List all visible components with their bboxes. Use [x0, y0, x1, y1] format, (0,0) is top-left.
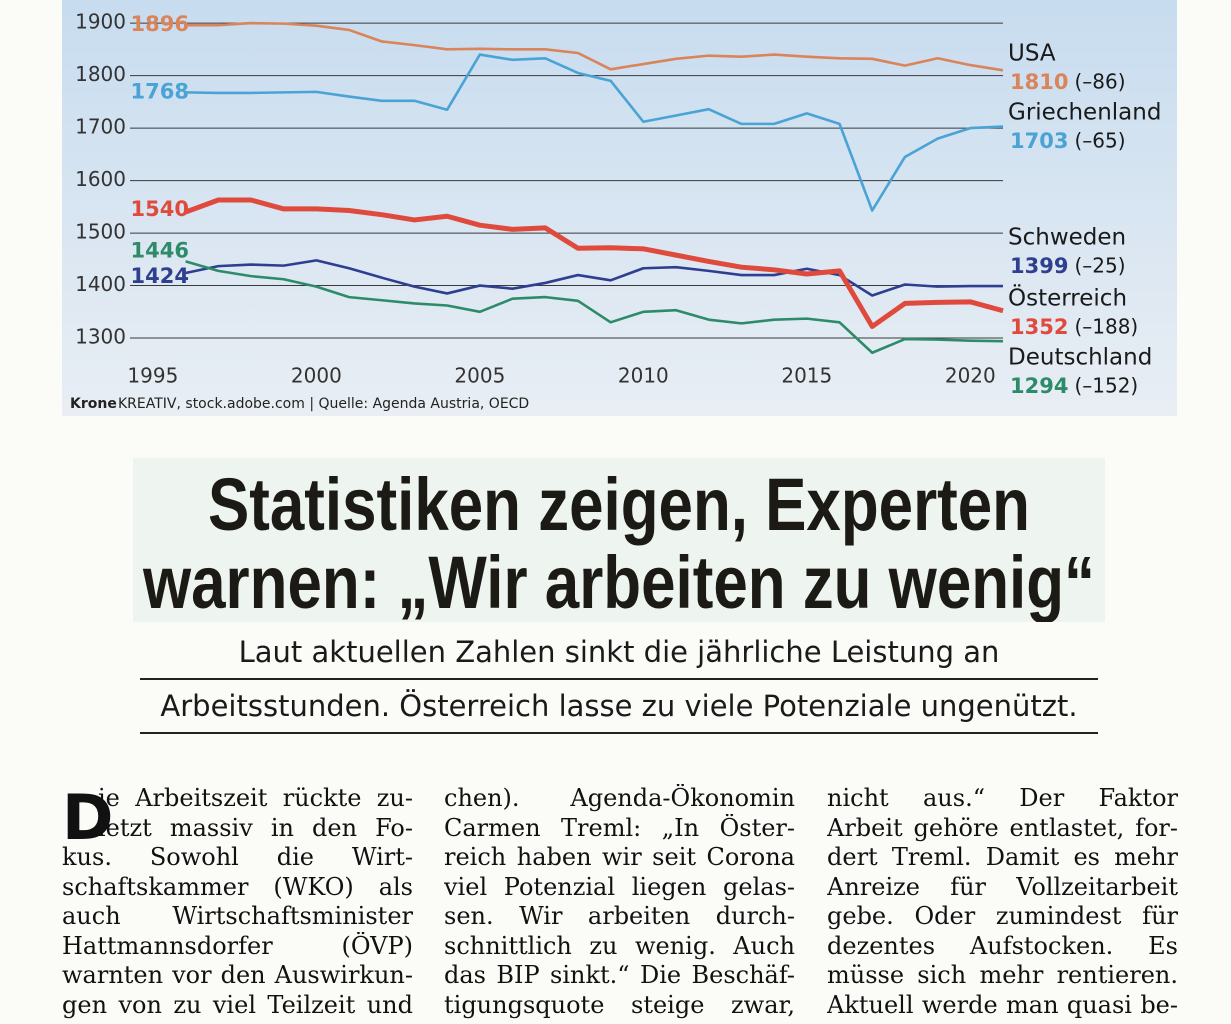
x-tick-label: 2000 — [291, 364, 342, 388]
y-tick-label: 1500 — [75, 220, 126, 244]
series-line — [185, 21, 1004, 72]
change-label: (–86) — [1074, 70, 1125, 94]
text-line: gen von zu viel Teilzeit und — [62, 990, 413, 1019]
text-line: nicht aus.“ Der Faktor — [827, 784, 1178, 812]
chart: Krone KREATIV, stock.adobe.com | Quelle:… — [62, 0, 1177, 416]
y-tick-label: 1800 — [75, 62, 126, 86]
y-tick-label: 1600 — [75, 167, 126, 191]
legend-name: Schweden — [1008, 225, 1126, 251]
text-line: Arbeit gehöre entlastet, for- — [827, 813, 1178, 842]
x-tick-label: 2015 — [781, 364, 832, 388]
legend-name: Griechenland — [1008, 100, 1161, 126]
text-line: Anreize für Vollzeitarbeit — [827, 872, 1178, 901]
text-line: schaftskammer (WKO) als — [62, 872, 413, 901]
y-tick-label: 1400 — [75, 272, 126, 296]
text-line: schnittlich zu wenig. Auch — [444, 931, 795, 960]
headline: Statistiken zeigen, Experten warnen: „Wi… — [142, 463, 1095, 622]
source: KREATIV, stock.adobe.com | Quelle: Agend… — [118, 396, 529, 412]
y-tick-label: 1300 — [75, 325, 126, 349]
text-line: chen). Agenda-Ökonomin — [444, 784, 795, 812]
legend-name: USA — [1008, 41, 1056, 67]
text-line: warnten vor den Auswirkun- — [62, 961, 413, 989]
text-line: tigungsquote steige zwar, — [444, 990, 795, 1019]
y-tick-label: 1900 — [75, 10, 126, 34]
change-label: (–152) — [1074, 374, 1138, 398]
headline-line: warnen: „Wir arbeiten zu wenig“ — [142, 541, 1095, 622]
series-line — [185, 260, 1004, 355]
text-line: viel Potenzial liegen gelas- — [444, 872, 795, 901]
text-line: Carmen Treml: „In Öster- — [444, 813, 795, 842]
headline-box: Statistiken zeigen, Experten warnen: „Wi… — [133, 458, 1105, 622]
end-value-label: 1703 — [1010, 129, 1068, 153]
subtitle-line: Arbeitsstunden. Österreich lasse zu viel… — [140, 684, 1098, 734]
x-tick-label: 2010 — [618, 364, 669, 388]
text-line: Hattmannsdorfer (ÖVP) — [62, 931, 413, 960]
end-value-label: 1810 — [1010, 70, 1068, 94]
column: chen). Agenda-Ökonomin Carmen Treml: „In … — [444, 784, 795, 1020]
text-line: dert Treml. Damit es mehr — [827, 843, 1178, 871]
text-line: das BIP sinkt.“ Die Beschäf- — [444, 961, 795, 989]
column: nicht aus.“ Der Faktor Arbeit gehöre entl… — [827, 784, 1178, 1020]
text-line: dezentes Aufstocken. Es — [827, 931, 1178, 960]
subtitle-line: Laut aktuellen Zahlen sinkt die jährlich… — [140, 630, 1098, 680]
column: D ie Arbeitszeit rückte zu-letzt massiv … — [62, 784, 413, 1020]
text-line: müsse sich mehr rentieren. — [827, 961, 1178, 989]
headline-line: Statistiken zeigen, Experten — [208, 463, 1030, 546]
text-line: gebe. Oder zumindest für — [827, 902, 1178, 930]
start-value-label: 1896 — [131, 12, 189, 36]
series-line — [184, 197, 1004, 330]
text-line: sen. Wir arbeiten durch- — [444, 902, 795, 930]
text-line: ie Arbeitszeit rückte zu- — [98, 784, 413, 812]
start-value-label: 1424 — [131, 264, 189, 288]
change-label: (–188) — [1074, 315, 1138, 339]
text-line: Aktuell werde man quasi be- — [827, 990, 1178, 1019]
series-line — [185, 259, 1003, 297]
start-value-label: 1768 — [131, 79, 189, 103]
change-label: (–25) — [1074, 254, 1125, 278]
end-value-label: 1352 — [1010, 315, 1068, 339]
y-tick-label: 1700 — [75, 115, 126, 139]
start-value-label: 1446 — [131, 238, 189, 262]
end-value-label: 1294 — [1010, 374, 1068, 398]
end-value-label: 1399 — [1010, 254, 1068, 278]
x-tick-label: 1995 — [127, 364, 178, 388]
dropcap: D — [62, 781, 114, 854]
x-tick-label: 2020 — [945, 364, 996, 388]
text-line: letzt massiv in den Fo- — [98, 813, 413, 842]
x-tick-label: 2005 — [454, 364, 505, 388]
text-line: auch Wirtschaftsminister — [62, 902, 413, 930]
text-line: kus. Sowohl die Wirt- — [62, 843, 413, 871]
source-brand: Krone — [70, 396, 117, 412]
legend-name: Deutschland — [1008, 345, 1152, 371]
series-line — [185, 53, 1004, 212]
start-value-label: 1540 — [131, 197, 189, 221]
legend-name: Österreich — [1008, 284, 1127, 312]
text-line: reich haben wir seit Corona — [444, 843, 795, 871]
change-label: (–65) — [1074, 129, 1125, 153]
